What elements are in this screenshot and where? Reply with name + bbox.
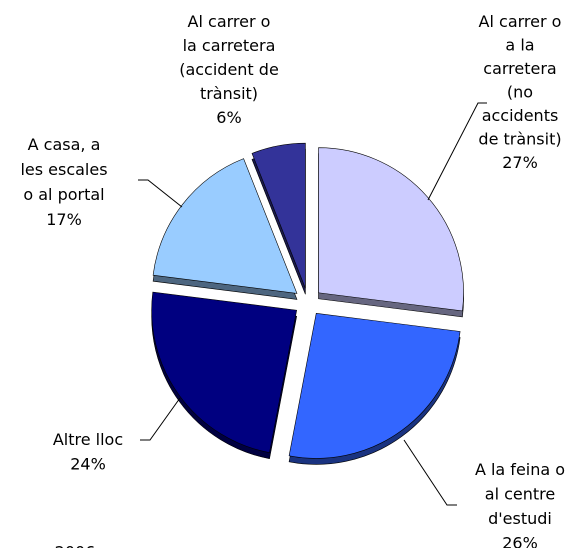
label-line: Altre lloc (53, 430, 123, 449)
label-line: a la (505, 35, 534, 54)
label-line: carretera (483, 59, 556, 78)
category-label: Al carrer o a la carretera (no accidents de t… (478, 12, 561, 149)
value-label: 24% (70, 454, 106, 473)
slice-label: Al carrer o la carretera (accident de tràns… (179, 12, 279, 127)
annotation: 2006 (55, 543, 96, 548)
label-line: al centre (485, 484, 555, 503)
label-line: Al carrer o (479, 12, 562, 31)
value-label: 6% (216, 108, 241, 127)
category-label: Al carrer o la carretera (accident de tràns… (179, 12, 279, 103)
label-line: Al carrer o (188, 12, 271, 31)
leader-line (138, 179, 183, 208)
category-label: Altre lloc (53, 430, 123, 449)
slice-label: Altre lloc 24% (53, 430, 123, 474)
slice-label: Al carrer o a la carretera (no accidents de t… (478, 12, 561, 172)
slice-label: A la feina o al centre d'estudi 26% (475, 460, 565, 548)
slice (151, 291, 298, 454)
leader-line (427, 102, 487, 201)
label-line: A la feina o (475, 460, 565, 479)
value-label: 17% (46, 210, 82, 229)
label-line: les escales (20, 160, 107, 179)
label-line: d'estudi (488, 509, 552, 528)
label-line: (no (507, 82, 533, 101)
value-label: 26% (502, 533, 538, 548)
category-label: A la feina o al centre d'estudi (475, 460, 565, 528)
slice (251, 142, 306, 289)
slice-label: A casa, a les escales o al portal 17% (20, 135, 107, 229)
leader-line (140, 397, 181, 441)
leader-line (403, 439, 457, 506)
slice (318, 147, 464, 312)
label-line: de trànsit) (478, 129, 561, 148)
label-line: (accident de (179, 60, 279, 79)
label-line: accidents (482, 106, 559, 125)
label-line: o al portal (23, 185, 104, 204)
category-label: A casa, a les escales o al portal (20, 135, 107, 204)
slice (152, 158, 298, 294)
label-line: A casa, a (28, 135, 101, 154)
label-line: trànsit) (200, 84, 258, 103)
label-line: la carretera (183, 36, 276, 55)
slice (288, 312, 461, 459)
value-label: 27% (502, 153, 538, 172)
